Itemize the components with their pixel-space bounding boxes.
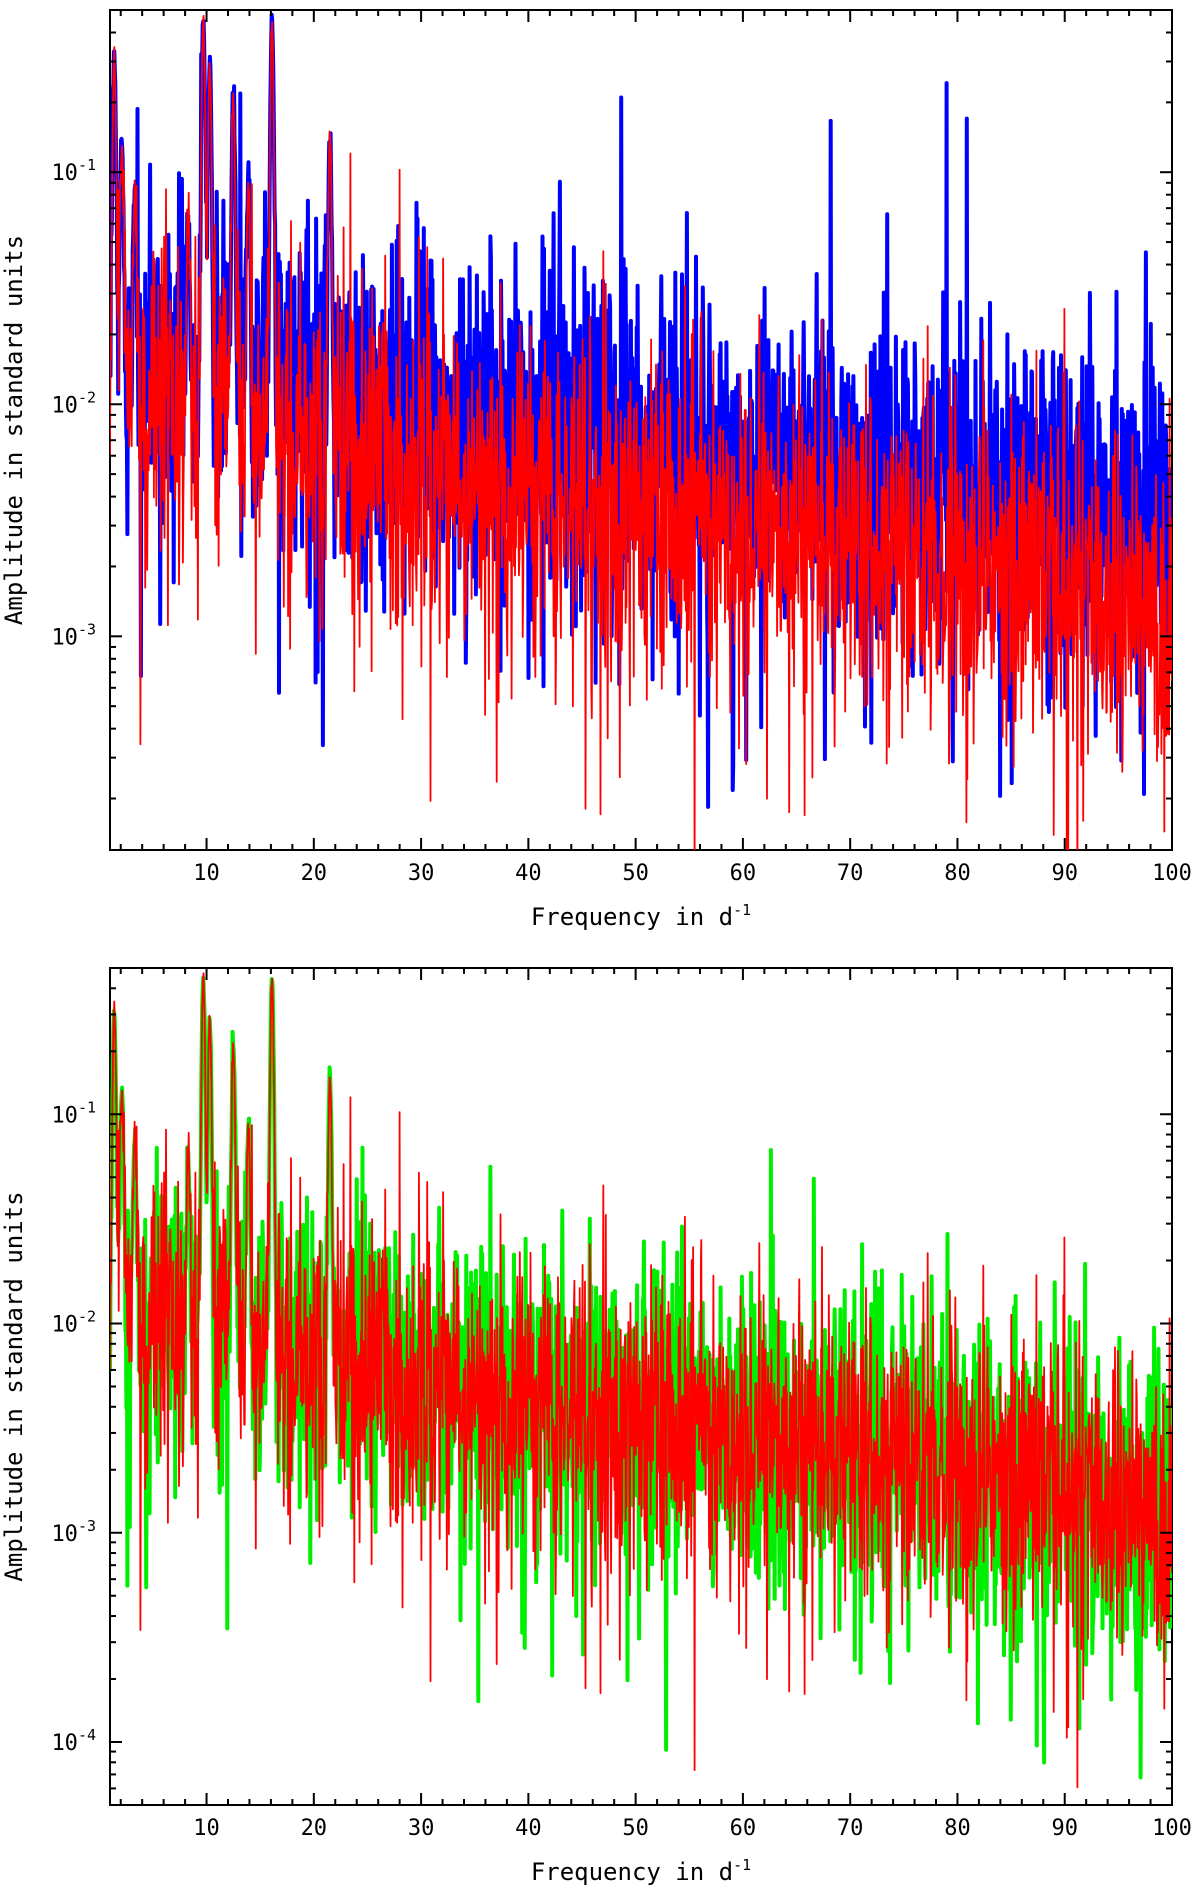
y-tick-label: 10-1 <box>51 156 96 186</box>
bottom-x-axis-label: Frequency in d-1 <box>531 1856 751 1886</box>
x-tick-label: 90 <box>1051 1816 1078 1841</box>
x-tick-label: 90 <box>1051 861 1078 886</box>
top-series-group <box>110 12 1172 850</box>
y-tick-label: 10-2 <box>51 388 96 418</box>
x-tick-label: 10 <box>193 1816 220 1841</box>
x-tick-label: 20 <box>301 1816 328 1841</box>
x-tick-label: 100 <box>1152 861 1192 886</box>
bottom-chart-panel: 10 20 30 40 50 60 70 80 90 100 10-1 10-2 10-3 10-4 Fr… <box>0 967 1192 1886</box>
x-tick-label: 60 <box>730 1816 757 1841</box>
x-tick-label: 50 <box>622 1816 649 1841</box>
y-tick-label: 10-1 <box>51 1098 96 1128</box>
x-tick-label: 80 <box>944 861 971 886</box>
y-tick-label: 10-3 <box>51 620 96 650</box>
x-tick-label: 50 <box>622 861 649 886</box>
y-tick-label: 10-3 <box>51 1517 96 1547</box>
series-line-residuals <box>110 972 1172 1789</box>
x-tick-label: 70 <box>837 861 864 886</box>
bottom-series-group <box>110 972 1172 1789</box>
bottom-ticks-group: 10 20 30 40 50 60 70 80 90 100 10-1 10-2 10-3 10-4 <box>51 967 1192 1841</box>
x-tick-label: 70 <box>837 1816 864 1841</box>
x-tick-label: 20 <box>301 861 328 886</box>
x-tick-label: 30 <box>408 861 435 886</box>
x-tick-label: 30 <box>408 1816 435 1841</box>
x-tick-label: 40 <box>515 861 542 886</box>
series-line-residuals <box>110 14 1172 850</box>
top-chart-panel: 10 20 30 40 50 60 70 80 90 100 10-1 10-2 10-3 Freque… <box>0 9 1192 931</box>
x-tick-label: 60 <box>730 861 757 886</box>
y-tick-label: 10-2 <box>51 1308 96 1338</box>
x-tick-label: 80 <box>944 1816 971 1841</box>
x-tick-label: 10 <box>193 861 220 886</box>
y-tick-label: 10-4 <box>51 1726 96 1756</box>
top-y-axis-label: Amplitude in standard units <box>0 235 28 625</box>
top-x-axis-label: Frequency in d-1 <box>531 901 751 931</box>
x-tick-label: 100 <box>1152 1816 1192 1841</box>
bottom-y-axis-label: Amplitude in standard units <box>0 1191 28 1581</box>
top-ticks-group: 10 20 30 40 50 60 70 80 90 100 10-1 10-2 10-3 <box>51 9 1192 886</box>
x-tick-label: 40 <box>515 1816 542 1841</box>
